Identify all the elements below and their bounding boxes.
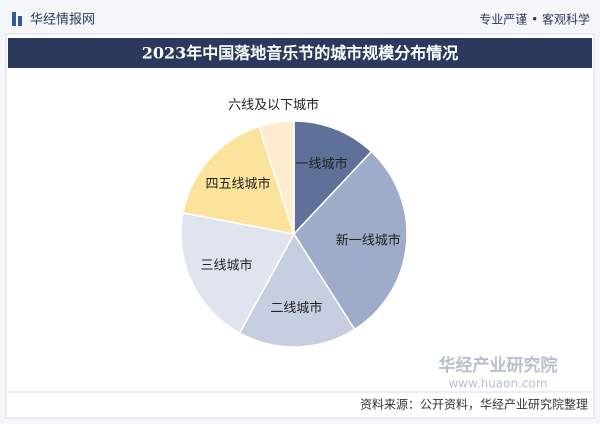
pie-slice xyxy=(180,211,296,335)
slice-label: 新一线城市 xyxy=(336,233,401,249)
slogan: 专业严谨 • 客观科学 xyxy=(479,12,590,27)
slice-label: 六线及以下城市 xyxy=(228,97,319,113)
watermark-url: www.huaon.com xyxy=(448,377,547,391)
slice-label: 一线城市 xyxy=(295,156,347,172)
logo-bar xyxy=(18,16,22,26)
chart-title: 2023年中国落地音乐节的城市规模分布情况 xyxy=(142,44,459,63)
brand: 华经情报网 xyxy=(30,13,95,28)
pie-slice xyxy=(182,125,296,235)
pie-slice xyxy=(258,120,295,235)
watermark-name: 华经产业研究院 xyxy=(439,355,558,376)
source: 资料来源：公开资料，华经产业研究院整理 xyxy=(360,397,588,412)
pie-slice xyxy=(293,150,408,331)
slice-label: 四五线城市 xyxy=(206,176,271,192)
slice-label: 三线城市 xyxy=(201,257,253,273)
title-bar xyxy=(8,38,592,68)
pie-slice xyxy=(238,232,356,348)
pie-slice xyxy=(293,120,373,236)
slice-label: 二线城市 xyxy=(270,300,322,316)
logo-bar xyxy=(12,12,16,26)
